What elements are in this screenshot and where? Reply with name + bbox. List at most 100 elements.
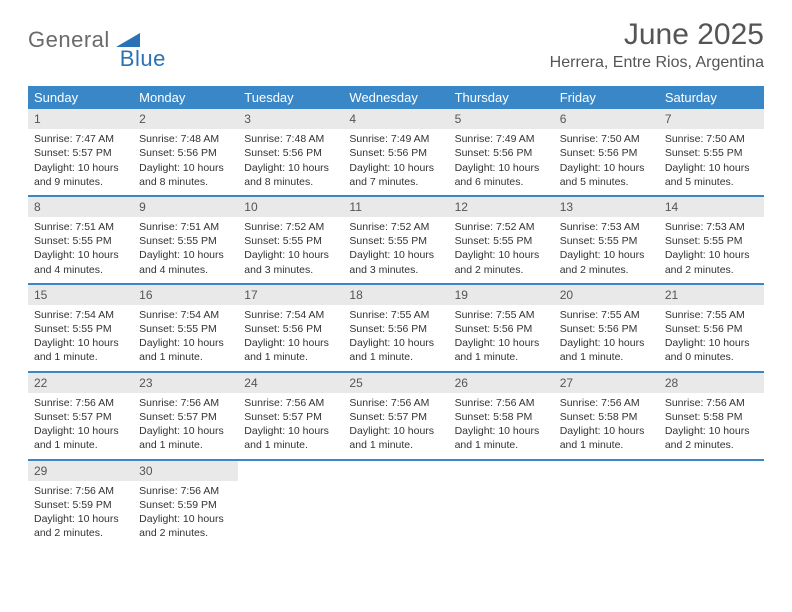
day-number: 8 [28,197,133,217]
day-number: 23 [133,373,238,393]
daylight-line: Daylight: 10 hours and 4 minutes. [34,248,127,276]
sunrise-line: Sunrise: 7:54 AM [244,308,337,322]
daylight-line: Daylight: 10 hours and 2 minutes. [665,248,758,276]
logo-text-blue: Blue [120,46,166,72]
day-cell: 4Sunrise: 7:49 AMSunset: 5:56 PMDaylight… [343,109,448,195]
sunrise-line: Sunrise: 7:47 AM [34,132,127,146]
sunrise-line: Sunrise: 7:50 AM [665,132,758,146]
sunrise-line: Sunrise: 7:55 AM [349,308,442,322]
day-cell: 22Sunrise: 7:56 AMSunset: 5:57 PMDayligh… [28,373,133,459]
day-number: 16 [133,285,238,305]
sunset-line: Sunset: 5:57 PM [34,410,127,424]
weekday-saturday: Saturday [659,86,764,109]
weekday-header-row: Sunday Monday Tuesday Wednesday Thursday… [28,86,764,109]
sunset-line: Sunset: 5:58 PM [665,410,758,424]
day-cell: 17Sunrise: 7:54 AMSunset: 5:56 PMDayligh… [238,285,343,371]
daylight-line: Daylight: 10 hours and 8 minutes. [244,161,337,189]
day-number: 10 [238,197,343,217]
day-body: Sunrise: 7:56 AMSunset: 5:58 PMDaylight:… [554,393,659,459]
day-number: 24 [238,373,343,393]
day-cell [449,461,554,547]
week-row: 1Sunrise: 7:47 AMSunset: 5:57 PMDaylight… [28,109,764,197]
day-body: Sunrise: 7:52 AMSunset: 5:55 PMDaylight:… [449,217,554,283]
day-number: 28 [659,373,764,393]
daylight-line: Daylight: 10 hours and 8 minutes. [139,161,232,189]
sunset-line: Sunset: 5:57 PM [244,410,337,424]
daylight-line: Daylight: 10 hours and 1 minute. [139,336,232,364]
sunset-line: Sunset: 5:56 PM [665,322,758,336]
day-number: 1 [28,109,133,129]
day-cell: 11Sunrise: 7:52 AMSunset: 5:55 PMDayligh… [343,197,448,283]
sunset-line: Sunset: 5:55 PM [244,234,337,248]
weekday-thursday: Thursday [449,86,554,109]
sunset-line: Sunset: 5:56 PM [139,146,232,160]
day-body: Sunrise: 7:55 AMSunset: 5:56 PMDaylight:… [343,305,448,371]
day-number: 18 [343,285,448,305]
sunset-line: Sunset: 5:58 PM [455,410,548,424]
day-number: 6 [554,109,659,129]
sunset-line: Sunset: 5:55 PM [665,234,758,248]
sunrise-line: Sunrise: 7:53 AM [560,220,653,234]
day-body: Sunrise: 7:51 AMSunset: 5:55 PMDaylight:… [133,217,238,283]
sunrise-line: Sunrise: 7:56 AM [34,396,127,410]
week-row: 29Sunrise: 7:56 AMSunset: 5:59 PMDayligh… [28,461,764,547]
weeks-container: 1Sunrise: 7:47 AMSunset: 5:57 PMDaylight… [28,109,764,546]
day-cell: 25Sunrise: 7:56 AMSunset: 5:57 PMDayligh… [343,373,448,459]
day-cell [238,461,343,547]
day-number: 14 [659,197,764,217]
day-body: Sunrise: 7:52 AMSunset: 5:55 PMDaylight:… [238,217,343,283]
sunset-line: Sunset: 5:55 PM [139,234,232,248]
day-cell: 28Sunrise: 7:56 AMSunset: 5:58 PMDayligh… [659,373,764,459]
sunrise-line: Sunrise: 7:56 AM [349,396,442,410]
sunset-line: Sunset: 5:56 PM [349,322,442,336]
day-body: Sunrise: 7:53 AMSunset: 5:55 PMDaylight:… [659,217,764,283]
day-cell [554,461,659,547]
sunset-line: Sunset: 5:56 PM [244,146,337,160]
day-number: 7 [659,109,764,129]
sunrise-line: Sunrise: 7:55 AM [665,308,758,322]
day-cell: 21Sunrise: 7:55 AMSunset: 5:56 PMDayligh… [659,285,764,371]
daylight-line: Daylight: 10 hours and 5 minutes. [665,161,758,189]
day-body: Sunrise: 7:53 AMSunset: 5:55 PMDaylight:… [554,217,659,283]
day-number: 21 [659,285,764,305]
day-body: Sunrise: 7:49 AMSunset: 5:56 PMDaylight:… [449,129,554,195]
sunrise-line: Sunrise: 7:52 AM [244,220,337,234]
day-number: 26 [449,373,554,393]
weekday-wednesday: Wednesday [343,86,448,109]
day-cell: 9Sunrise: 7:51 AMSunset: 5:55 PMDaylight… [133,197,238,283]
day-body: Sunrise: 7:56 AMSunset: 5:58 PMDaylight:… [449,393,554,459]
sunset-line: Sunset: 5:55 PM [139,322,232,336]
sunset-line: Sunset: 5:55 PM [455,234,548,248]
day-cell: 7 Sunrise: 7:50 AMSunset: 5:55 PMDaylight… [659,109,764,195]
day-number: 9 [133,197,238,217]
daylight-line: Daylight: 10 hours and 6 minutes. [455,161,548,189]
day-cell: 13Sunrise: 7:53 AMSunset: 5:55 PMDayligh… [554,197,659,283]
day-cell: 18Sunrise: 7:55 AMSunset: 5:56 PMDayligh… [343,285,448,371]
day-cell: 2Sunrise: 7:48 AMSunset: 5:56 PMDaylight… [133,109,238,195]
month-title: June 2025 [550,18,764,52]
day-body: Sunrise: 7:56 AMSunset: 5:57 PMDaylight:… [343,393,448,459]
sunrise-line: Sunrise: 7:48 AM [244,132,337,146]
day-body: Sunrise: 7:48 AMSunset: 5:56 PMDaylight:… [238,129,343,195]
daylight-line: Daylight: 10 hours and 1 minute. [455,336,548,364]
header: General Blue June 2025 Herrera, Entre Ri… [0,0,792,80]
sunrise-line: Sunrise: 7:49 AM [455,132,548,146]
day-cell: 3Sunrise: 7:48 AMSunset: 5:56 PMDaylight… [238,109,343,195]
day-cell: 8Sunrise: 7:51 AMSunset: 5:55 PMDaylight… [28,197,133,283]
day-body: Sunrise: 7:47 AMSunset: 5:57 PMDaylight:… [28,129,133,195]
sunrise-line: Sunrise: 7:51 AM [139,220,232,234]
logo-text-general: General [28,27,110,53]
sunset-line: Sunset: 5:56 PM [455,322,548,336]
sunset-line: Sunset: 5:56 PM [560,146,653,160]
sunset-line: Sunset: 5:55 PM [560,234,653,248]
sunset-line: Sunset: 5:56 PM [455,146,548,160]
day-body: Sunrise: 7:56 AMSunset: 5:57 PMDaylight:… [28,393,133,459]
daylight-line: Daylight: 10 hours and 1 minute. [244,424,337,452]
day-cell: 26Sunrise: 7:56 AMSunset: 5:58 PMDayligh… [449,373,554,459]
sunset-line: Sunset: 5:55 PM [665,146,758,160]
sunset-line: Sunset: 5:56 PM [560,322,653,336]
sunrise-line: Sunrise: 7:55 AM [455,308,548,322]
sunrise-line: Sunrise: 7:56 AM [560,396,653,410]
day-number: 22 [28,373,133,393]
week-row: 15Sunrise: 7:54 AMSunset: 5:55 PMDayligh… [28,285,764,373]
